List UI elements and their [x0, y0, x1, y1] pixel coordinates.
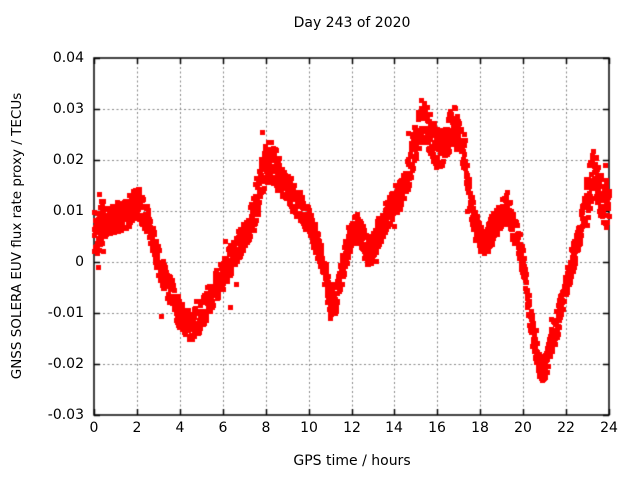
y-tick-label: -0.03: [47, 407, 84, 423]
x-tick-label: 20: [514, 420, 532, 436]
x-tick-label: 6: [218, 420, 228, 436]
x-tick-label: 12: [343, 420, 361, 436]
x-tick-label: 22: [557, 420, 575, 436]
x-tick-label: 10: [300, 420, 318, 436]
y-tick-label: 0.02: [52, 152, 84, 168]
x-tick-label: 16: [428, 420, 446, 436]
x-tick-label: 18: [471, 420, 489, 436]
x-tick-label: 8: [261, 420, 271, 436]
y-tick-label: -0.02: [47, 356, 84, 372]
x-axis-label: GPS time / hours: [293, 453, 411, 469]
x-tick-label: 14: [385, 420, 403, 436]
y-tick-label: 0.03: [52, 101, 84, 117]
x-tick-label: 24: [600, 420, 618, 436]
y-tick-label: -0.01: [47, 305, 84, 321]
y-tick-label: 0: [75, 254, 84, 270]
chart-title: Day 243 of 2020: [293, 15, 411, 31]
y-tick-label: 0.01: [52, 203, 84, 219]
y-tick-label: 0.04: [52, 50, 84, 66]
y-axis-label: GNSS SOLERA EUV flux rate proxy / TECUs: [9, 92, 25, 380]
x-tick-label: 2: [132, 420, 142, 436]
x-tick-label: 0: [89, 420, 99, 436]
x-tick-label: 4: [175, 420, 185, 436]
